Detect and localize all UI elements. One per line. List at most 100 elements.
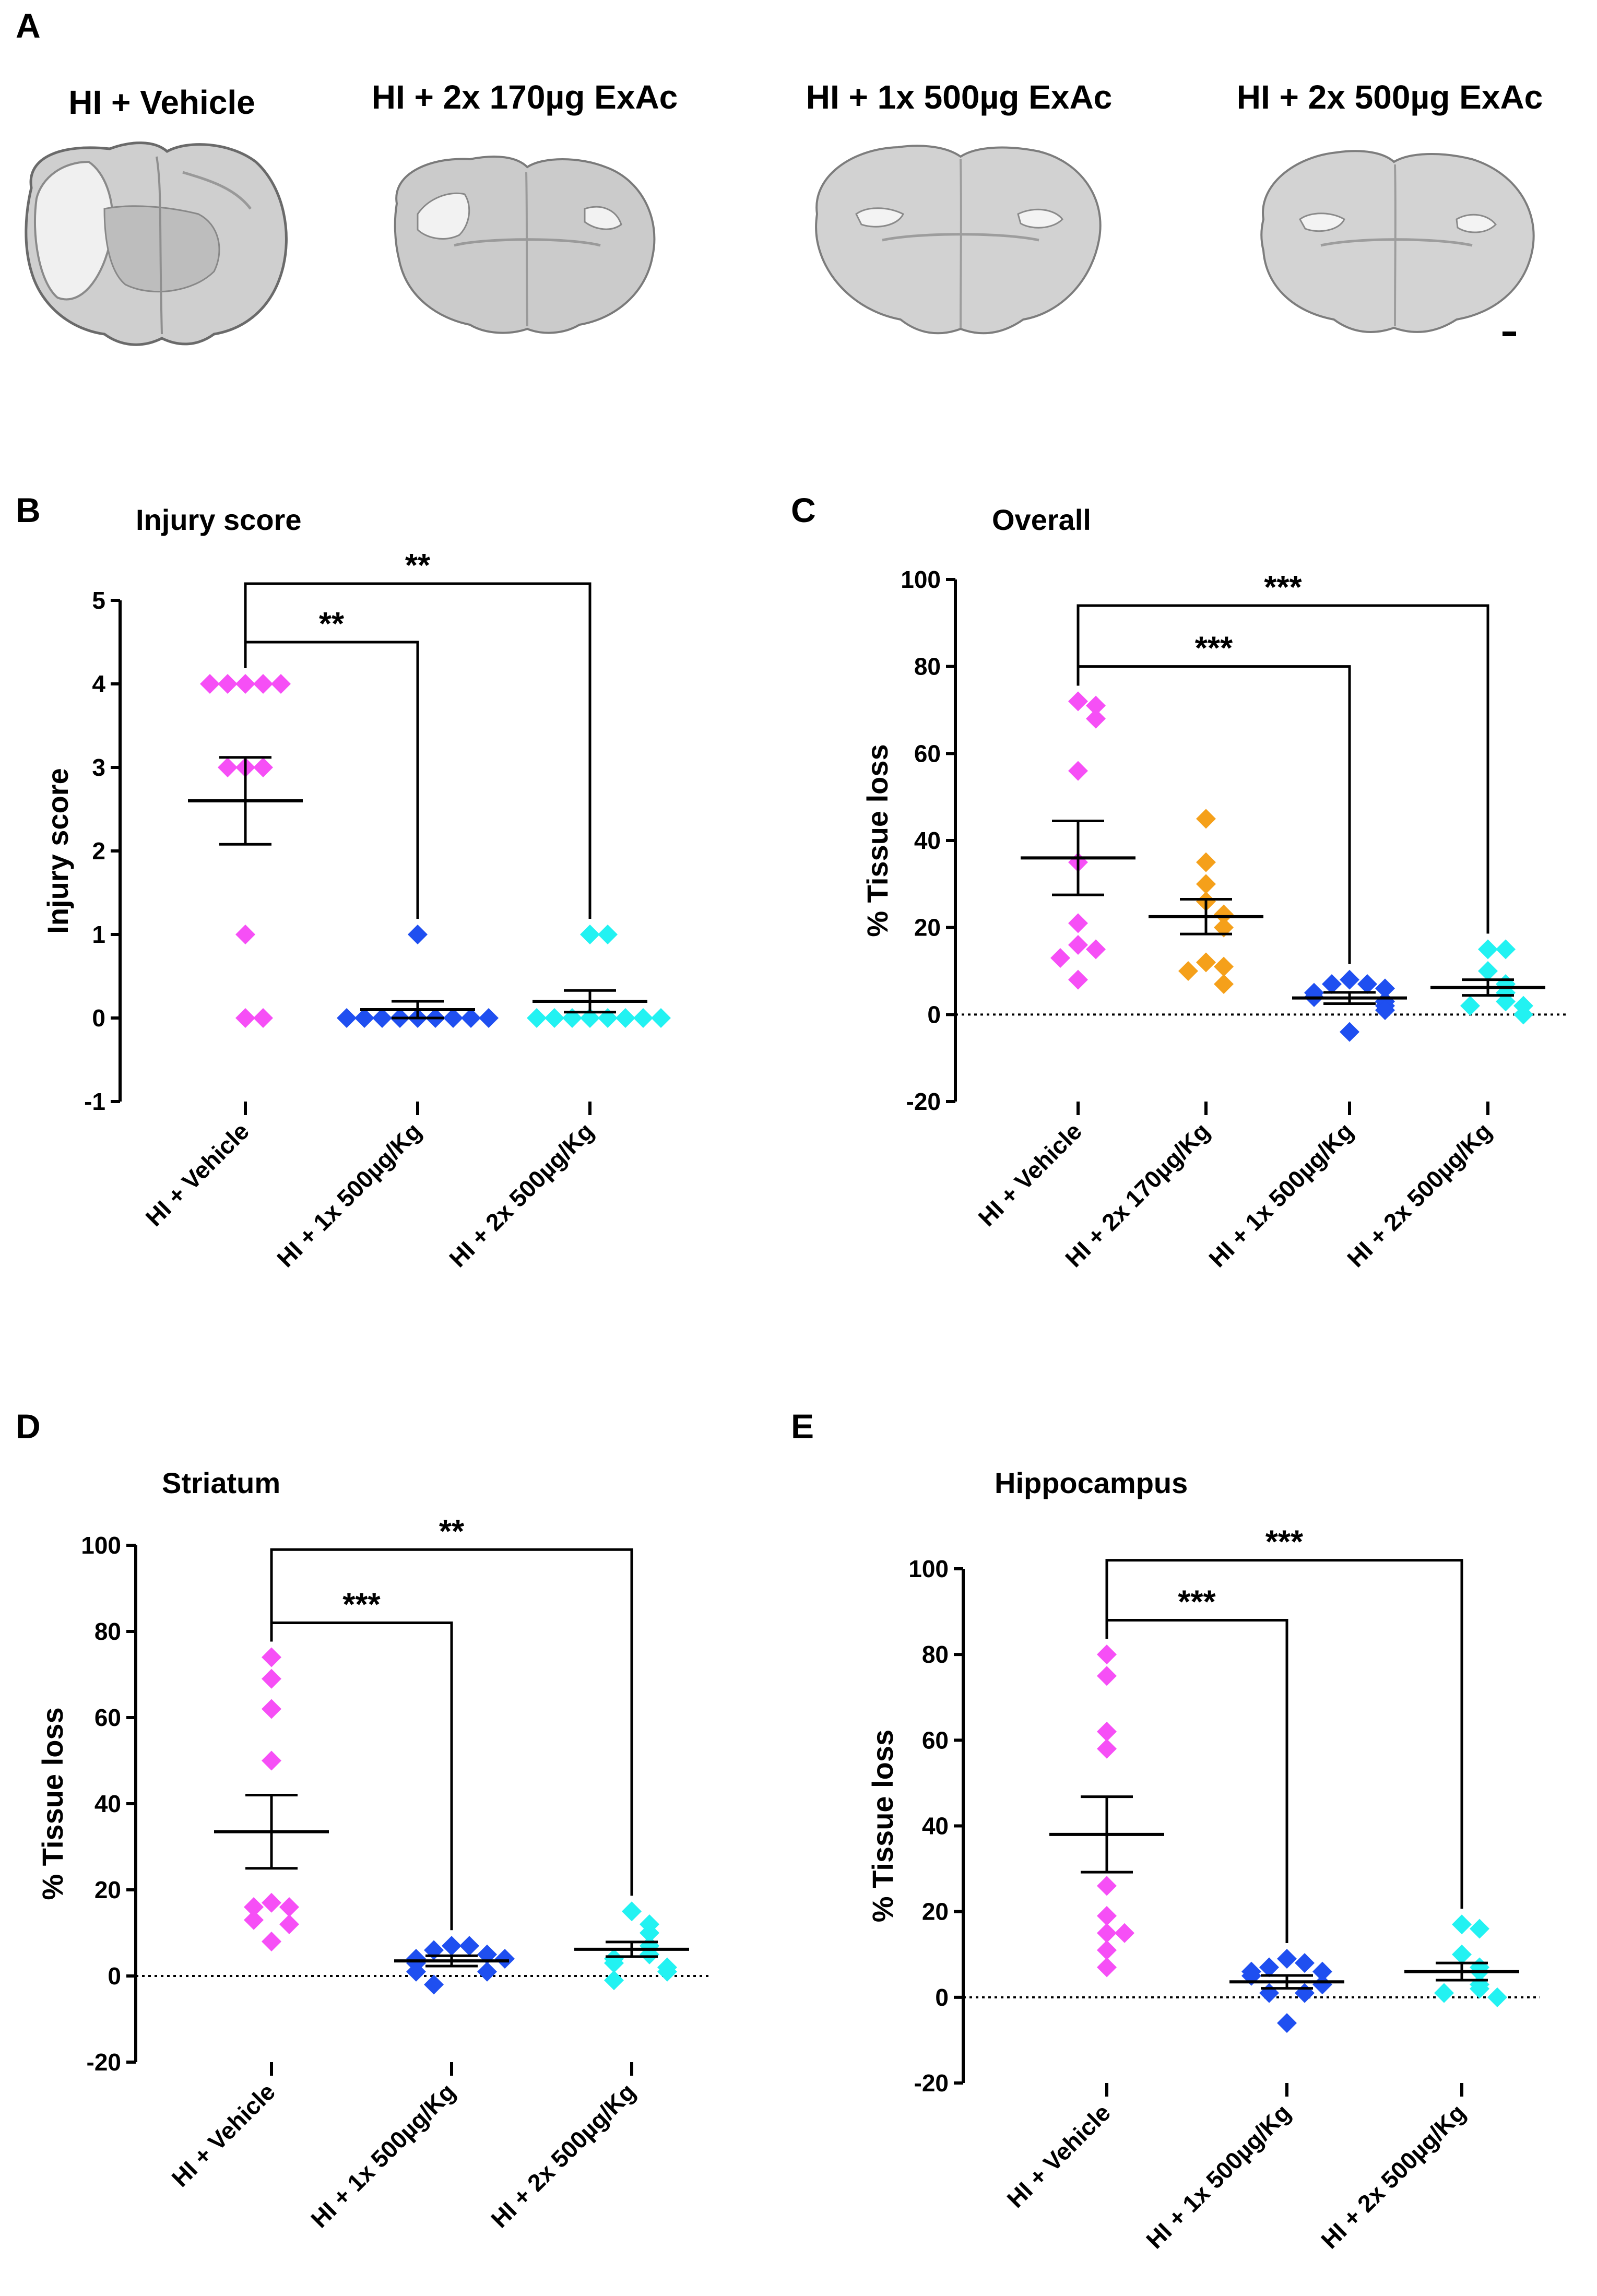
y-axis-label: % Tissue loss xyxy=(861,744,894,937)
data-point xyxy=(1214,904,1234,925)
data-point xyxy=(580,925,600,944)
panel-letter: D xyxy=(16,1407,41,1446)
chart-title: Hippocampus xyxy=(995,1466,1188,1499)
data-point xyxy=(651,1008,671,1028)
data-point xyxy=(1277,2013,1297,2033)
y-tick-label: 80 xyxy=(914,653,941,680)
chart-title: Striatum xyxy=(162,1466,280,1499)
data-point xyxy=(262,1932,281,1951)
significance-stars: *** xyxy=(1178,1584,1216,1620)
data-point xyxy=(1115,1923,1134,1943)
data-point xyxy=(424,1974,444,1995)
data-point xyxy=(657,1961,677,1982)
data-point xyxy=(443,1008,463,1028)
data-point xyxy=(253,758,273,777)
data-point xyxy=(262,1668,281,1689)
chart-title: Injury score xyxy=(136,503,301,536)
y-tick-label: 60 xyxy=(922,1726,949,1754)
panel-a-letter: A xyxy=(16,6,41,45)
data-point xyxy=(1452,1944,1472,1964)
data-point xyxy=(1478,961,1498,981)
data-point xyxy=(1097,1957,1117,1978)
data-point xyxy=(262,1699,281,1719)
data-point xyxy=(1068,913,1088,933)
data-point xyxy=(253,674,273,694)
data-point xyxy=(1434,1983,1454,2003)
significance-stars: ** xyxy=(439,1513,465,1549)
brain-label-vehicle: HI + Vehicle xyxy=(68,84,255,121)
data-point xyxy=(1097,1644,1117,1665)
data-point xyxy=(604,1953,624,1973)
data-point xyxy=(1068,969,1088,990)
data-point xyxy=(1086,695,1106,716)
data-point xyxy=(442,1936,462,1956)
y-tick-label: 1 xyxy=(92,921,105,948)
data-point xyxy=(459,1936,479,1956)
data-point xyxy=(1478,939,1498,960)
data-point xyxy=(1513,1004,1533,1025)
significance-bracket xyxy=(1105,1559,1463,1909)
data-point xyxy=(1086,939,1106,960)
data-point xyxy=(1097,1738,1117,1759)
significance-stars: *** xyxy=(1264,570,1302,606)
data-point xyxy=(200,674,220,694)
data-point xyxy=(244,1897,264,1917)
y-tick-label: 4 xyxy=(92,670,105,697)
data-point xyxy=(477,1961,497,1982)
data-point xyxy=(1050,948,1070,968)
brain-label-1x500: HI + 1x 500µg ExAc xyxy=(806,78,1113,116)
data-point xyxy=(545,1008,564,1028)
brain-section-2x500 xyxy=(1260,150,1535,333)
y-axis-label: % Tissue loss xyxy=(866,1730,899,1922)
y-tick-label: 0 xyxy=(927,1001,941,1028)
y-tick-label: 20 xyxy=(94,1876,121,1903)
data-point xyxy=(235,674,255,694)
data-point xyxy=(527,1008,547,1028)
data-point xyxy=(1340,969,1359,990)
panel-letter: C xyxy=(791,491,816,529)
data-point xyxy=(262,1750,281,1771)
y-tick-label: 20 xyxy=(914,914,941,941)
y-tick-label: -20 xyxy=(914,2069,949,2097)
data-point xyxy=(1470,1919,1489,1939)
data-point xyxy=(633,1008,653,1028)
significance-bracket xyxy=(1077,604,1489,934)
significance-stars: *** xyxy=(1195,631,1233,667)
chart-title: Overall xyxy=(992,503,1091,536)
data-point xyxy=(218,758,238,777)
y-tick-label: 5 xyxy=(92,587,105,614)
panel-letter: B xyxy=(16,491,41,529)
data-point xyxy=(1357,974,1377,994)
data-point xyxy=(622,1901,642,1922)
data-point xyxy=(495,1949,515,1969)
significance-stars: *** xyxy=(342,1587,381,1623)
data-point xyxy=(1086,708,1106,729)
data-point xyxy=(253,1008,273,1028)
data-point xyxy=(616,1008,635,1028)
y-tick-label: 3 xyxy=(92,754,105,781)
data-point xyxy=(1312,1961,1332,1982)
data-point xyxy=(1312,1974,1332,1995)
data-point xyxy=(1460,996,1480,1016)
brain-section-1x500 xyxy=(815,145,1102,335)
brain-section-2x170 xyxy=(394,156,656,334)
scale-bar xyxy=(1503,332,1516,336)
data-point xyxy=(598,925,618,944)
data-point xyxy=(408,925,428,944)
y-tick-label: 60 xyxy=(914,740,941,767)
significance-stars: *** xyxy=(1265,1524,1304,1560)
y-tick-label: 40 xyxy=(94,1790,121,1817)
data-point xyxy=(1097,1666,1117,1686)
data-point xyxy=(235,1008,255,1028)
data-point xyxy=(1196,809,1216,829)
data-point xyxy=(640,1923,659,1943)
data-point xyxy=(1097,1923,1117,1943)
y-tick-label: 0 xyxy=(92,1004,105,1032)
data-point xyxy=(1322,974,1342,994)
y-tick-label: 100 xyxy=(908,1555,949,1582)
data-point xyxy=(1259,1957,1279,1978)
y-tick-label: 100 xyxy=(81,1532,121,1559)
data-point xyxy=(1277,1948,1297,1969)
data-point xyxy=(1340,1022,1359,1042)
